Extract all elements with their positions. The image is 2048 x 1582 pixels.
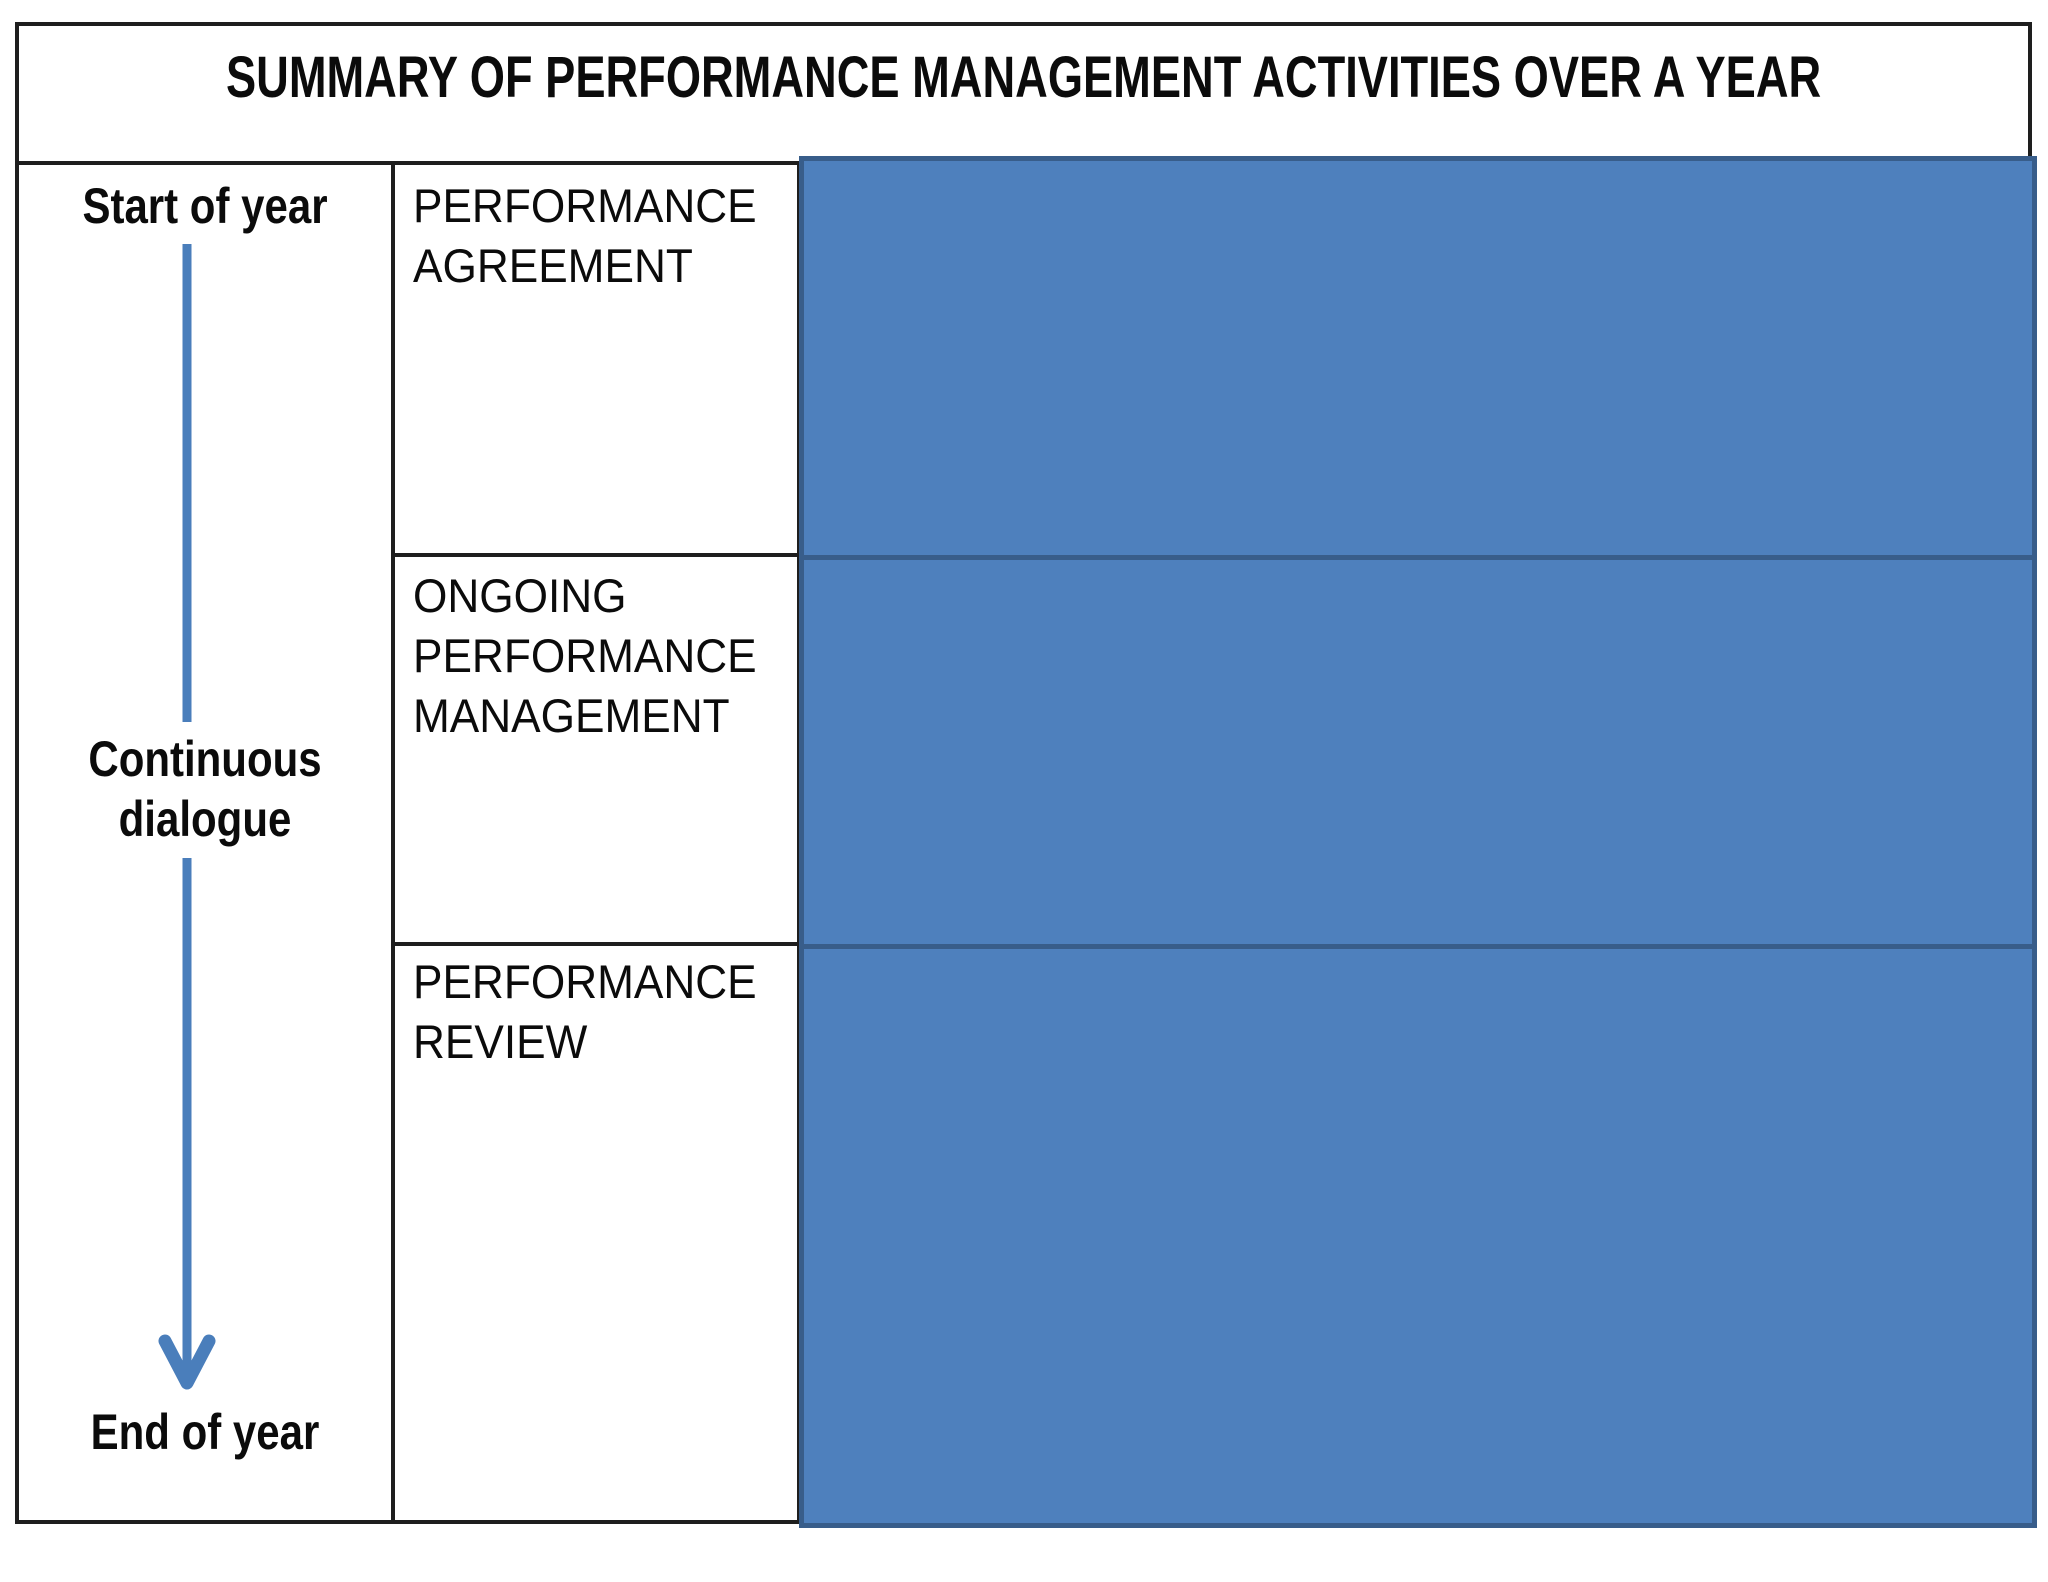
row-divider-2: [391, 942, 801, 946]
continuous-dialogue-label: Continuous dialogue: [88, 731, 322, 847]
title-cell: SUMMARY OF PERFORMANCE MANAGEMENT ACTIVI…: [15, 22, 2032, 161]
page-title: SUMMARY OF PERFORMANCE MANAGEMENT ACTIVI…: [225, 45, 1822, 110]
start-of-year-label: Start of year: [82, 178, 328, 234]
timeline-column-divider: [391, 161, 395, 1524]
stage-label-performance-agreement: PERFORMANCE AGREEMENT: [413, 179, 757, 292]
stage-label-ongoing-performance-management: ONGOING PERFORMANCE MANAGEMENT: [413, 569, 757, 742]
row-divider-1: [391, 553, 801, 557]
end-of-year-label: End of year: [90, 1404, 320, 1460]
activities-panel: [799, 156, 2037, 1528]
stage-label-performance-review: PERFORMANCE REVIEW: [413, 955, 757, 1068]
down-arrow-icon: [158, 244, 216, 1390]
panel-section-divider-2: [804, 944, 2032, 949]
panel-section-divider-1: [804, 555, 2032, 560]
